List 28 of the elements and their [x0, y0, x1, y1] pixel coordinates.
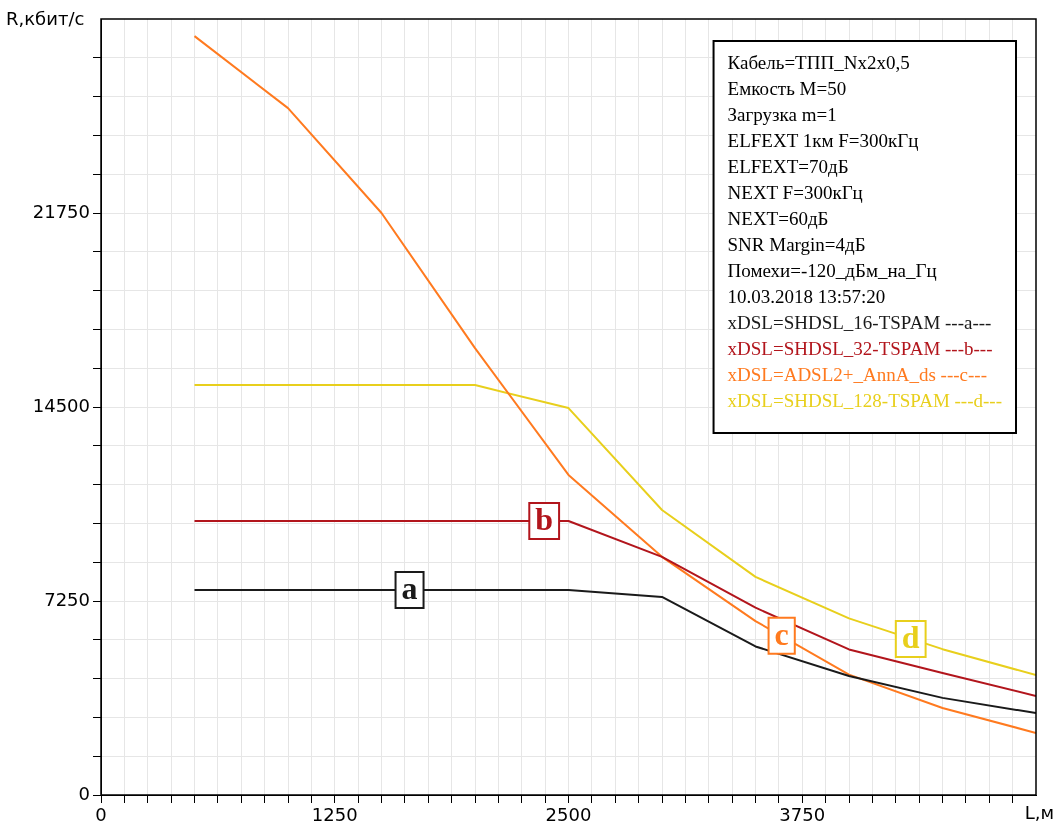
x-tick-label: 0	[95, 804, 107, 826]
annotation: NEXT=60дБ	[727, 208, 829, 230]
text: xDSL=SHDSL_16-TSPAM ---a---	[727, 312, 992, 334]
annotation: c	[774, 616, 789, 653]
y-axis-title: R,кбит/с	[6, 7, 85, 29]
annotation: ELFEXT=70дБ	[727, 156, 849, 178]
x-tick-label: 3750	[779, 804, 826, 826]
annotation: ELFEXT 1км F=300кГц	[727, 130, 919, 152]
annotation: d	[901, 619, 920, 656]
text: xDSL=ADSL2+_AnnA_ds ---c---	[727, 364, 987, 386]
annotation: Кабель=ТПП_Nx2x0,5	[727, 52, 910, 74]
annotation: Помехи=-120_дБм_на_Гц	[727, 260, 937, 282]
annotation: 10.03.2018 13:57:20	[727, 286, 886, 308]
annotation: Емкость M=50	[727, 78, 847, 100]
annotation: a	[401, 570, 418, 607]
y-tick-label: 7250	[44, 588, 90, 610]
annotation: NEXT F=300кГц	[727, 182, 863, 204]
y-tick-label: 21750	[32, 200, 90, 222]
x-tick-label: 2500	[545, 804, 592, 826]
y-tick-label: 14500	[32, 394, 90, 416]
x-tick-label: 1250	[311, 804, 358, 826]
annotation: b	[535, 501, 554, 538]
annotation: Загрузка m=1	[727, 104, 837, 126]
text: xDSL=SHDSL_32-TSPAM ---b---	[727, 338, 993, 360]
annotation: SNR Margin=4дБ	[727, 234, 866, 256]
text: xDSL=SHDSL_128-TSPAM ---d---	[727, 390, 1003, 412]
y-tick-label: 0	[78, 782, 90, 804]
x-axis-title: L,м	[1024, 801, 1054, 823]
